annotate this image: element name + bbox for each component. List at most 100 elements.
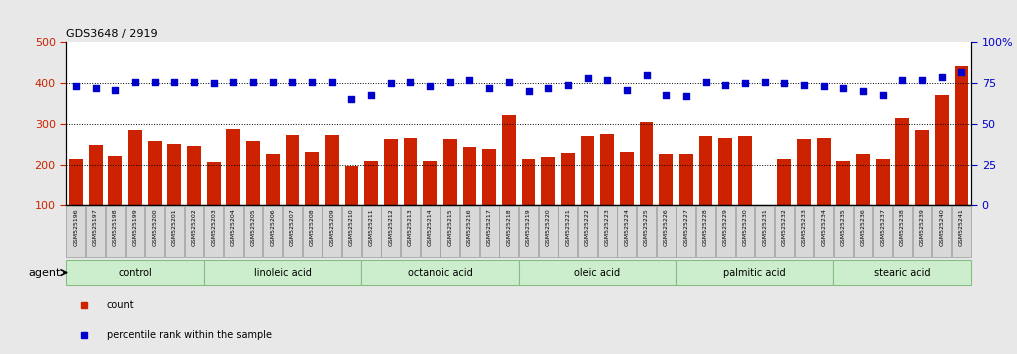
Bar bbox=[758, 205, 772, 230]
Text: GSM525233: GSM525233 bbox=[801, 209, 806, 246]
Text: GDS3648 / 2919: GDS3648 / 2919 bbox=[66, 29, 158, 39]
Bar bbox=[581, 136, 594, 205]
Point bbox=[658, 92, 674, 97]
Point bbox=[462, 77, 478, 83]
Bar bbox=[541, 157, 555, 205]
Point bbox=[914, 77, 931, 83]
Point bbox=[835, 85, 851, 91]
FancyBboxPatch shape bbox=[125, 206, 144, 257]
FancyBboxPatch shape bbox=[893, 206, 912, 257]
Point bbox=[816, 84, 832, 89]
Point bbox=[953, 69, 969, 75]
Point bbox=[166, 79, 182, 84]
Text: GSM525196: GSM525196 bbox=[73, 209, 78, 246]
Point bbox=[225, 79, 241, 84]
Text: GSM525225: GSM525225 bbox=[644, 209, 649, 246]
Text: GSM525200: GSM525200 bbox=[153, 209, 158, 246]
Bar bbox=[522, 159, 535, 205]
FancyBboxPatch shape bbox=[874, 206, 892, 257]
Bar bbox=[463, 147, 476, 205]
Text: stearic acid: stearic acid bbox=[875, 268, 931, 278]
Text: GSM525229: GSM525229 bbox=[723, 209, 728, 246]
Bar bbox=[659, 154, 673, 205]
FancyBboxPatch shape bbox=[598, 206, 616, 257]
Text: GSM525222: GSM525222 bbox=[585, 209, 590, 246]
FancyBboxPatch shape bbox=[834, 206, 853, 257]
Text: GSM525205: GSM525205 bbox=[250, 209, 255, 246]
Bar bbox=[856, 154, 870, 205]
Bar bbox=[345, 166, 358, 205]
Bar bbox=[404, 138, 417, 205]
FancyBboxPatch shape bbox=[283, 206, 302, 257]
Bar bbox=[168, 144, 181, 205]
FancyBboxPatch shape bbox=[539, 206, 557, 257]
Bar bbox=[383, 139, 398, 205]
Text: GSM525221: GSM525221 bbox=[565, 209, 571, 246]
FancyBboxPatch shape bbox=[480, 206, 498, 257]
Bar bbox=[955, 66, 968, 205]
Text: GSM525207: GSM525207 bbox=[290, 209, 295, 246]
FancyBboxPatch shape bbox=[676, 206, 696, 257]
Text: GSM525218: GSM525218 bbox=[506, 209, 512, 246]
Point bbox=[87, 85, 104, 91]
Text: GSM525210: GSM525210 bbox=[349, 209, 354, 246]
Bar bbox=[600, 134, 614, 205]
Text: GSM525208: GSM525208 bbox=[309, 209, 314, 246]
Bar bbox=[482, 149, 496, 205]
FancyBboxPatch shape bbox=[815, 206, 833, 257]
Text: GSM525237: GSM525237 bbox=[880, 209, 885, 246]
FancyBboxPatch shape bbox=[657, 206, 675, 257]
Text: GSM525224: GSM525224 bbox=[624, 209, 630, 246]
Bar bbox=[364, 161, 378, 205]
Point bbox=[639, 72, 655, 78]
Point bbox=[481, 85, 497, 91]
FancyBboxPatch shape bbox=[224, 206, 243, 257]
Text: GSM525241: GSM525241 bbox=[959, 209, 964, 246]
Text: GSM525232: GSM525232 bbox=[782, 209, 787, 246]
Point bbox=[403, 79, 419, 84]
Text: GSM525212: GSM525212 bbox=[388, 209, 394, 246]
Point bbox=[776, 80, 792, 86]
Text: octanoic acid: octanoic acid bbox=[408, 268, 472, 278]
Text: GSM525213: GSM525213 bbox=[408, 209, 413, 246]
Point bbox=[245, 79, 261, 84]
FancyBboxPatch shape bbox=[499, 206, 519, 257]
Bar bbox=[836, 161, 850, 205]
Text: GSM525235: GSM525235 bbox=[841, 209, 846, 246]
FancyBboxPatch shape bbox=[440, 206, 460, 257]
FancyBboxPatch shape bbox=[697, 206, 715, 257]
Text: GSM525240: GSM525240 bbox=[940, 209, 944, 246]
Text: GSM525199: GSM525199 bbox=[132, 209, 137, 246]
Point bbox=[875, 92, 891, 97]
FancyBboxPatch shape bbox=[519, 206, 538, 257]
FancyBboxPatch shape bbox=[912, 206, 932, 257]
Point bbox=[186, 79, 202, 84]
Bar bbox=[443, 139, 457, 205]
Text: count: count bbox=[107, 300, 134, 310]
FancyBboxPatch shape bbox=[362, 206, 380, 257]
FancyBboxPatch shape bbox=[794, 206, 814, 257]
Text: GSM525238: GSM525238 bbox=[900, 209, 905, 246]
Text: GSM525230: GSM525230 bbox=[742, 209, 747, 246]
Bar bbox=[206, 162, 221, 205]
Point bbox=[323, 79, 340, 84]
Point bbox=[205, 80, 222, 86]
Point bbox=[363, 92, 379, 97]
Bar bbox=[935, 96, 949, 205]
Bar bbox=[679, 154, 693, 205]
FancyBboxPatch shape bbox=[244, 206, 262, 257]
Text: palmitic acid: palmitic acid bbox=[723, 268, 786, 278]
FancyBboxPatch shape bbox=[617, 206, 637, 257]
FancyBboxPatch shape bbox=[263, 206, 282, 257]
FancyBboxPatch shape bbox=[303, 206, 321, 257]
FancyBboxPatch shape bbox=[834, 260, 971, 285]
Text: agent: agent bbox=[28, 268, 61, 278]
Point bbox=[500, 79, 517, 84]
Text: linoleic acid: linoleic acid bbox=[253, 268, 311, 278]
FancyBboxPatch shape bbox=[66, 260, 203, 285]
Bar bbox=[620, 152, 634, 205]
FancyBboxPatch shape bbox=[933, 206, 951, 257]
FancyBboxPatch shape bbox=[460, 206, 479, 257]
Bar bbox=[640, 122, 654, 205]
Point bbox=[68, 84, 84, 89]
